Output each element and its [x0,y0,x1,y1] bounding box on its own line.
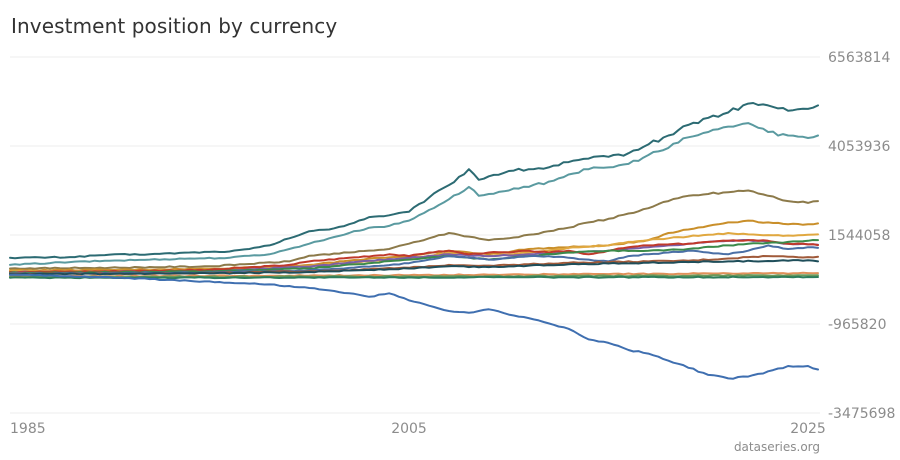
series-line [9,273,819,380]
x-tick-label: 1985 [10,421,46,437]
source-label: dataseries.org [733,440,820,454]
y-tick-label: 1544058 [828,228,890,244]
series-line [9,122,819,266]
series-line [9,102,819,260]
series-line [9,232,819,273]
y-tick-label: 6563814 [828,50,890,66]
series-line [9,189,819,270]
y-tick-label: -3475698 [828,406,895,422]
series-line [9,244,819,275]
y-tick-label: -965820 [828,317,887,333]
chart-title: Investment position by currency [11,14,338,38]
x-tick-label: 2025 [790,421,826,437]
series-line [9,259,819,276]
x-tick-label: 2005 [391,421,427,437]
y-tick-label: 4053936 [828,139,890,155]
